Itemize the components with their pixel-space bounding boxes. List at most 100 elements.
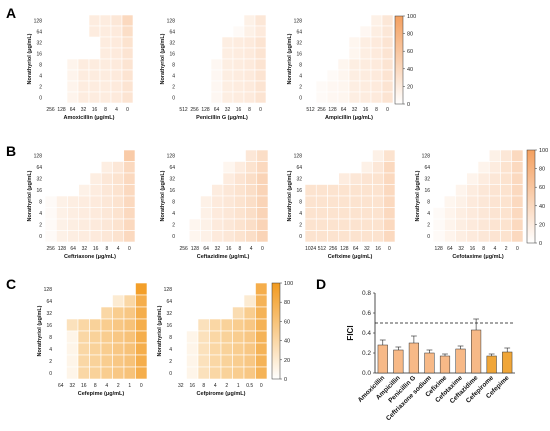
- heatmap-cell: [121, 36, 134, 49]
- heatmap-cell: [500, 149, 513, 162]
- x-tick-label: 0: [388, 246, 391, 252]
- heatmap-cell: [315, 91, 328, 104]
- heatmap-cell: [121, 14, 134, 27]
- heatmap-cell: [315, 184, 328, 197]
- heatmap-cell: [99, 47, 112, 60]
- heatmap-cell: [255, 318, 268, 332]
- heatmap-cell: [243, 47, 256, 60]
- heatmap-cell: [186, 342, 199, 356]
- x-tick-label: 512: [179, 107, 188, 113]
- heatmap-cefepime: 128 64 32 16 8 4 2 0 64 32 16 8 4 2 1 0 Cefepime (μg/mL)…: [37, 282, 148, 397]
- y-axis-label: Norathyriol (μg/mL): [27, 33, 33, 84]
- x-tick-label: 16: [92, 107, 98, 113]
- colorbar-tick-label: 80: [284, 300, 290, 306]
- y-tick-label: 0: [49, 371, 52, 377]
- heatmap-cell: [245, 218, 258, 231]
- heatmap-cell: [77, 69, 90, 82]
- y-tick-label: 4: [39, 73, 42, 79]
- heatmap-cell: [209, 318, 222, 332]
- y-axis-label: Norathyriol (μg/mL): [287, 170, 293, 221]
- panel-label-c: C: [6, 276, 16, 292]
- heatmap-cell: [443, 207, 456, 220]
- heatmap-cell: [370, 14, 383, 27]
- heatmap-cell: [123, 218, 136, 231]
- heatmap-cell: [254, 69, 267, 82]
- y-tick-label: 128: [44, 287, 53, 293]
- colorbar-tick-label: 100: [284, 281, 293, 287]
- colorbar-tick-label: 40: [539, 204, 545, 210]
- y-tick-label: 128: [167, 154, 176, 160]
- heatmap-cell: [67, 207, 80, 220]
- heatmap-cell: [349, 172, 362, 185]
- heatmap-cell: [511, 149, 524, 162]
- heatmap-cell: [359, 80, 372, 93]
- heatmap-cell: [99, 58, 112, 71]
- heatmap-cell: [455, 184, 468, 197]
- x-tick-label: 256: [179, 246, 188, 252]
- heatmap-cell: [211, 207, 224, 220]
- heatmap-cell: [488, 207, 501, 220]
- heatmap-cell: [254, 91, 267, 104]
- heatmap-cell: [432, 230, 445, 243]
- heatmap-cell: [500, 207, 513, 220]
- heatmap-cell: [220, 318, 233, 332]
- y-tick-label: 0.2: [362, 350, 371, 357]
- y-tick-label: 16: [169, 51, 175, 57]
- x-tick-label: 512: [318, 246, 327, 252]
- bar: [471, 329, 482, 374]
- heatmap-cell: [254, 47, 267, 60]
- heatmap-cell: [66, 342, 79, 356]
- colorbar-tick-label: 60: [284, 319, 290, 325]
- heatmap-cell: [372, 195, 385, 208]
- heatmap-cell: [348, 91, 361, 104]
- heatmap-cell: [383, 230, 396, 243]
- heatmap-cell: [186, 366, 199, 380]
- heatmap-cell: [78, 195, 91, 208]
- heatmap-cell: [220, 330, 233, 344]
- heatmap-cell: [466, 184, 479, 197]
- y-tick-label: 64: [296, 165, 302, 171]
- heatmap-cell: [455, 195, 468, 208]
- heatmap-cell: [210, 69, 223, 82]
- y-tick-label: 128: [294, 18, 303, 24]
- y-tick-label: 4: [49, 347, 52, 353]
- y-tick-label: 32: [169, 177, 175, 183]
- heatmap-cell: [222, 207, 235, 220]
- heatmap-cell: [210, 91, 223, 104]
- x-tick-label: 8: [94, 383, 97, 389]
- x-tick-label: 16: [236, 107, 242, 113]
- heatmap-cell: [77, 366, 90, 380]
- heatmap-cell: [511, 207, 524, 220]
- heatmap-cell: [112, 294, 125, 308]
- heatmap-cell: [232, 25, 245, 38]
- heatmap-cell: [443, 230, 456, 243]
- heatmap-cell: [77, 330, 90, 344]
- heatmap-cell: [66, 69, 79, 82]
- heatmap-cell: [89, 218, 102, 231]
- heatmap-cell: [304, 207, 317, 220]
- heatmap-cell: [477, 207, 490, 220]
- x-tick-label: 4: [493, 246, 496, 252]
- x-tick-label: 2: [225, 383, 228, 389]
- heatmap-cell: [200, 195, 213, 208]
- heatmap-cell: [121, 80, 134, 93]
- y-tick-label: 0: [172, 234, 175, 240]
- heatmap-cell: [370, 36, 383, 49]
- heatmap-cell: [77, 342, 90, 356]
- colorbar-tick-label: 0: [407, 102, 410, 108]
- y-axis-label: Norathyriol (μg/mL): [160, 33, 166, 84]
- x-axis-label: Penicillin G (μg/mL): [196, 115, 248, 121]
- heatmap-cell: [89, 354, 102, 368]
- heatmap-cell: [77, 80, 90, 93]
- heatmap-cell: [383, 161, 396, 174]
- heatmap-cell: [243, 294, 256, 308]
- y-tick-label: 32: [169, 40, 175, 46]
- heatmap-cell: [123, 306, 136, 320]
- y-tick-label: 32: [296, 40, 302, 46]
- heatmap-cell: [100, 161, 113, 174]
- heatmap-cell: [360, 184, 373, 197]
- heatmap-cell: [255, 330, 268, 344]
- y-tick-label: 0: [427, 234, 430, 240]
- y-tick-label: 16: [166, 323, 172, 329]
- x-tick-label: 16: [189, 383, 195, 389]
